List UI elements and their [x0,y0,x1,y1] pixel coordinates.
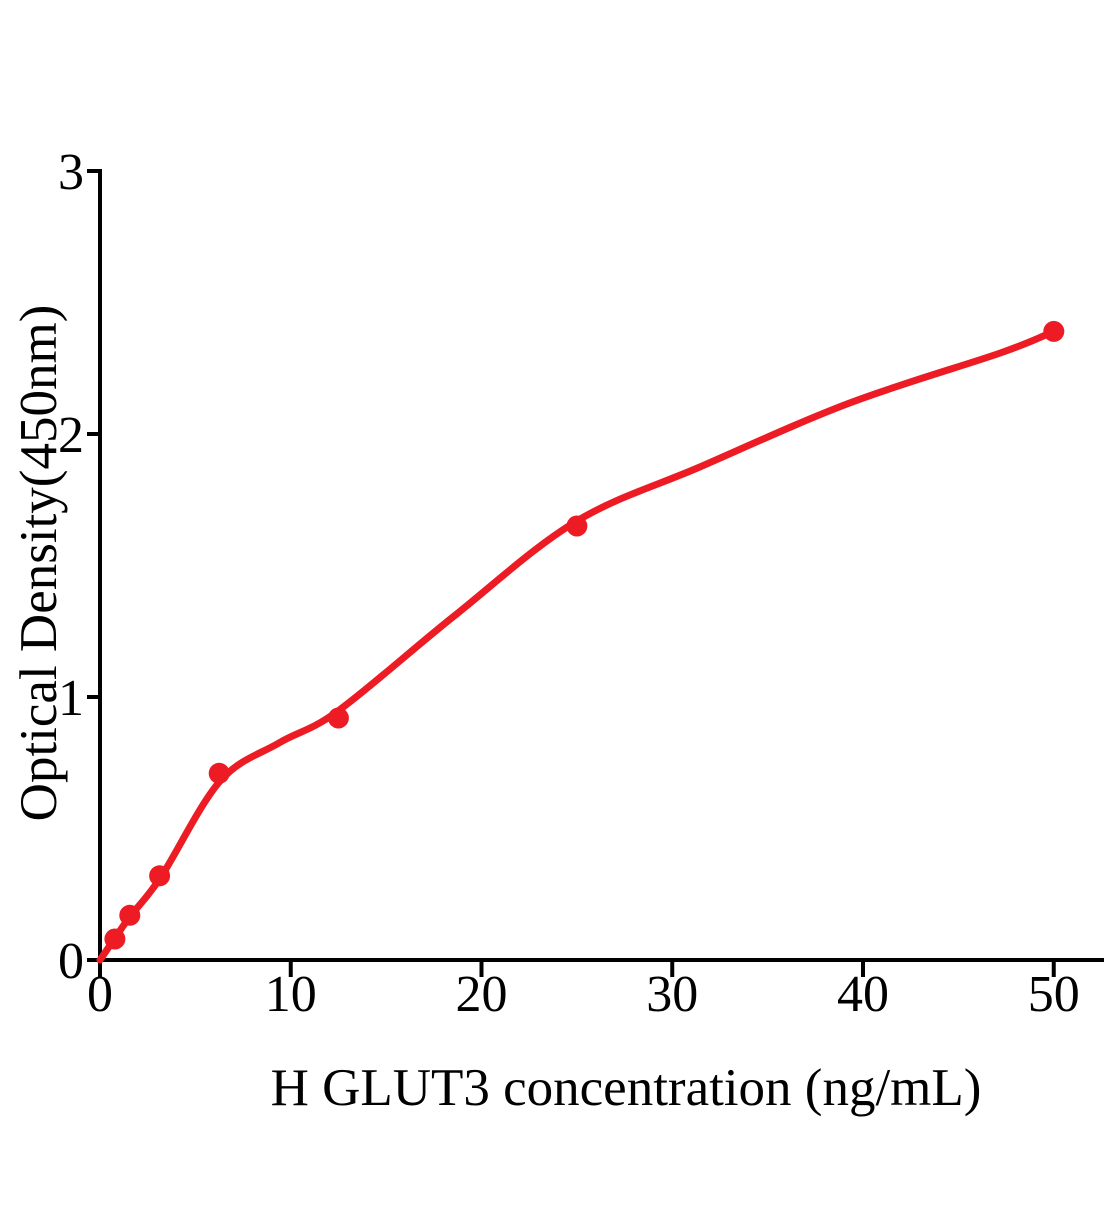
y-tick-label: 3 [58,144,84,201]
x-tick-label: 20 [456,966,508,1023]
y-tick-label: 2 [58,407,84,464]
data-point [104,928,126,950]
y-tick-label: 0 [58,933,84,990]
data-point [566,515,588,537]
x-tick-label: 10 [265,966,317,1023]
data-point [119,904,141,926]
data-point [149,865,171,887]
x-tick-label: 40 [837,966,889,1023]
data-point [1043,320,1065,342]
x-axis-tick-labels: 0 10 20 30 40 50 [87,966,1080,1023]
y-axis-title: Optical Density(450nm) [10,305,68,822]
data-points [104,320,1065,950]
y-tick-label: 1 [58,670,84,727]
x-tick-label: 0 [87,966,113,1023]
x-tick-label: 50 [1028,966,1080,1023]
data-point [208,762,230,784]
axes: 0 10 20 30 40 50 0 1 2 3 [58,144,1104,1023]
data-point [327,707,349,729]
fit-curve [96,327,1058,964]
plot-area [96,320,1065,964]
x-axis-title: H GLUT3 concentration (ng/mL) [271,1059,982,1117]
y-axis-tick-labels: 0 1 2 3 [58,144,84,990]
x-tick-label: 30 [646,966,698,1023]
x-axis-ticks [98,960,1056,977]
